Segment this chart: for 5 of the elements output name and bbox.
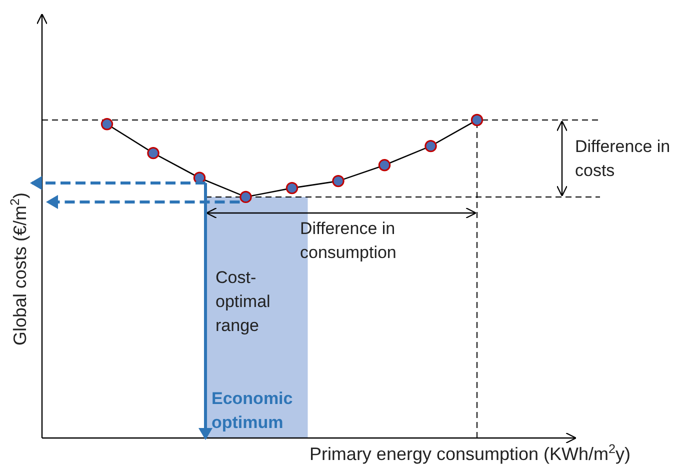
x-axis-title: Primary energy consumption (KWh/m$^{2}$y) [309,442,631,464]
text: Difference in costs [575,137,670,180]
annotation: Cost-optimal range [216,268,270,335]
annotation: Difference in consumption [300,219,396,262]
annotation: Economic optimum [212,389,293,432]
